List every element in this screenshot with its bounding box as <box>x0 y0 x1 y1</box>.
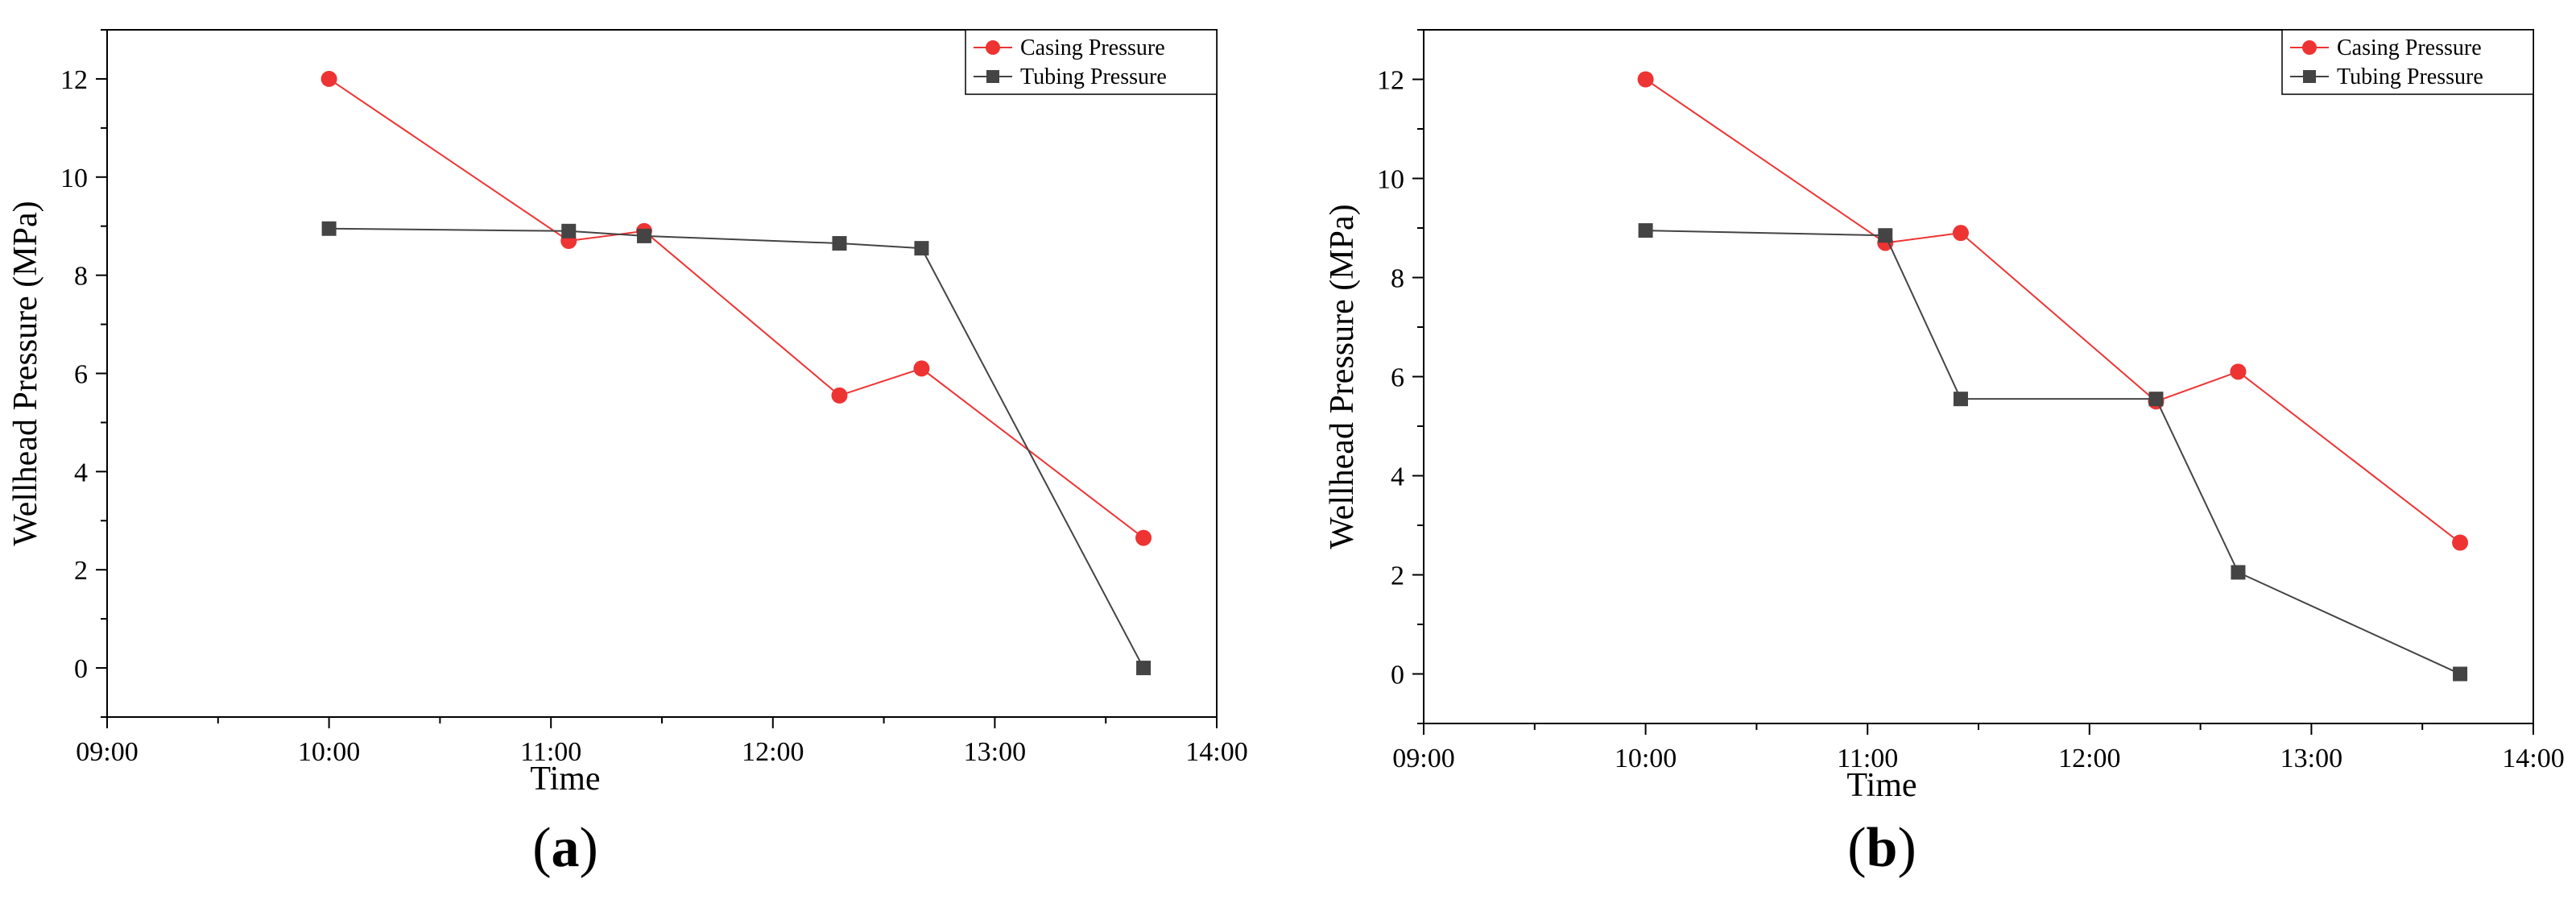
x-tick-label: 14:00 <box>2502 744 2564 773</box>
chart-a: 09:00 10:00 11:00 12:00 13:00 14:00 0 2 4 6 8 10 12 T… <box>7 29 1248 879</box>
legend-marker <box>2303 70 2316 83</box>
y-tick-label: 0 <box>74 654 88 684</box>
plot-frame <box>106 29 1218 718</box>
data-point-square <box>321 221 337 236</box>
y-tick-label: 6 <box>1391 363 1404 393</box>
data-point-square <box>1638 223 1653 238</box>
panel-label-open: ( <box>532 817 551 879</box>
series-casing <box>320 70 1152 546</box>
x-tick-label: 12:00 <box>742 737 804 767</box>
legend-label: Tubing Pressure <box>1020 64 1167 89</box>
y-tick-label: 10 <box>1377 165 1404 195</box>
y-tick-label: 6 <box>74 360 88 390</box>
x-tick-label: 10:00 <box>1615 744 1677 773</box>
data-point-square <box>561 223 577 238</box>
panel-label: (a) <box>532 817 598 879</box>
series-line <box>1645 230 2461 675</box>
x-tick-label: 09:00 <box>76 737 138 767</box>
panel-label-close: ) <box>580 817 598 879</box>
x-tick-label: 13:00 <box>964 737 1026 767</box>
data-point-square <box>2231 565 2246 580</box>
y-tick-label: 4 <box>74 458 88 487</box>
legend-label: Casing Pressure <box>2337 35 2482 60</box>
data-point-circle <box>1637 71 1654 88</box>
data-point-square <box>2148 392 2164 407</box>
x-axis-title: Time <box>1846 767 1916 804</box>
series-line <box>329 227 1144 669</box>
series-tubing <box>321 221 1152 676</box>
x-tick-label: 11:00 <box>520 737 581 767</box>
series-line <box>1645 78 2461 544</box>
legend-entry: Casing Pressure <box>974 35 1165 60</box>
data-point-square <box>636 228 651 243</box>
data-point-square <box>1953 392 1968 407</box>
y-tick-label: 8 <box>1391 264 1404 294</box>
x-tick-label: 13:00 <box>2280 744 2342 773</box>
x-tick-label: 14:00 <box>1185 737 1247 767</box>
data-point-circle <box>831 387 848 404</box>
y-tick-label: 8 <box>74 262 88 292</box>
legend-entry: Tubing Pressure <box>2290 64 2483 89</box>
data-point-square <box>832 236 847 251</box>
data-point-square <box>914 241 929 256</box>
x-axis-title: Time <box>530 761 600 798</box>
y-tick-label: 2 <box>74 556 88 586</box>
y-tick-label: 2 <box>1391 562 1404 591</box>
data-point-circle <box>320 70 337 87</box>
panel-letter: a <box>552 817 580 879</box>
legend-entry: Casing Pressure <box>2290 35 2482 60</box>
x-tick-label: 12:00 <box>2058 744 2120 773</box>
panel-label: (b) <box>1847 817 1916 879</box>
legend: Casing Pressure Tubing Pressure <box>965 29 1218 95</box>
y-tick-label: 10 <box>60 164 88 193</box>
series-line <box>329 78 1144 539</box>
legend-entry: Tubing Pressure <box>974 64 1167 89</box>
data-point-circle <box>1135 529 1152 546</box>
data-point-circle <box>913 360 930 377</box>
legend-box <box>965 29 1218 95</box>
panel-label-open: ( <box>1847 817 1866 879</box>
x-tick-label: 11:00 <box>1837 744 1898 773</box>
legend-marker <box>986 40 1000 55</box>
data-point-circle <box>2230 363 2247 380</box>
data-point-circle <box>1952 225 1969 242</box>
y-axis-title: Wellhead Pressure (MPa) <box>1324 204 1361 549</box>
legend-box <box>2281 29 2534 95</box>
panel-letter: b <box>1867 817 1898 879</box>
chart-b: 09:00 10:00 11:00 12:00 13:00 14:00 0 2 4 6 8 10 12 T… <box>1324 29 2565 879</box>
x-tick-label: 09:00 <box>1392 744 1454 773</box>
y-tick-label: 0 <box>1391 661 1404 690</box>
x-tick-label: 10:00 <box>298 737 360 767</box>
series-casing <box>1637 71 2469 551</box>
y-axis-title: Wellhead Pressure (MPa) <box>7 201 44 545</box>
legend-label: Casing Pressure <box>1020 35 1165 60</box>
series-tubing <box>1638 223 2468 682</box>
y-tick-label: 12 <box>1377 66 1404 96</box>
plot-frame <box>1423 29 2534 724</box>
legend: Casing Pressure Tubing Pressure <box>2281 29 2534 95</box>
data-point-square <box>2453 666 2468 682</box>
legend-label: Tubing Pressure <box>2337 64 2483 89</box>
y-tick-label: 12 <box>60 65 88 95</box>
data-point-square <box>1136 661 1152 676</box>
data-point-circle <box>2452 534 2469 551</box>
y-tick-label: 4 <box>1391 462 1404 492</box>
data-point-square <box>1878 228 1893 243</box>
panel-label-close: ) <box>1897 817 1916 879</box>
legend-marker <box>986 70 999 83</box>
legend-marker <box>2302 40 2317 55</box>
